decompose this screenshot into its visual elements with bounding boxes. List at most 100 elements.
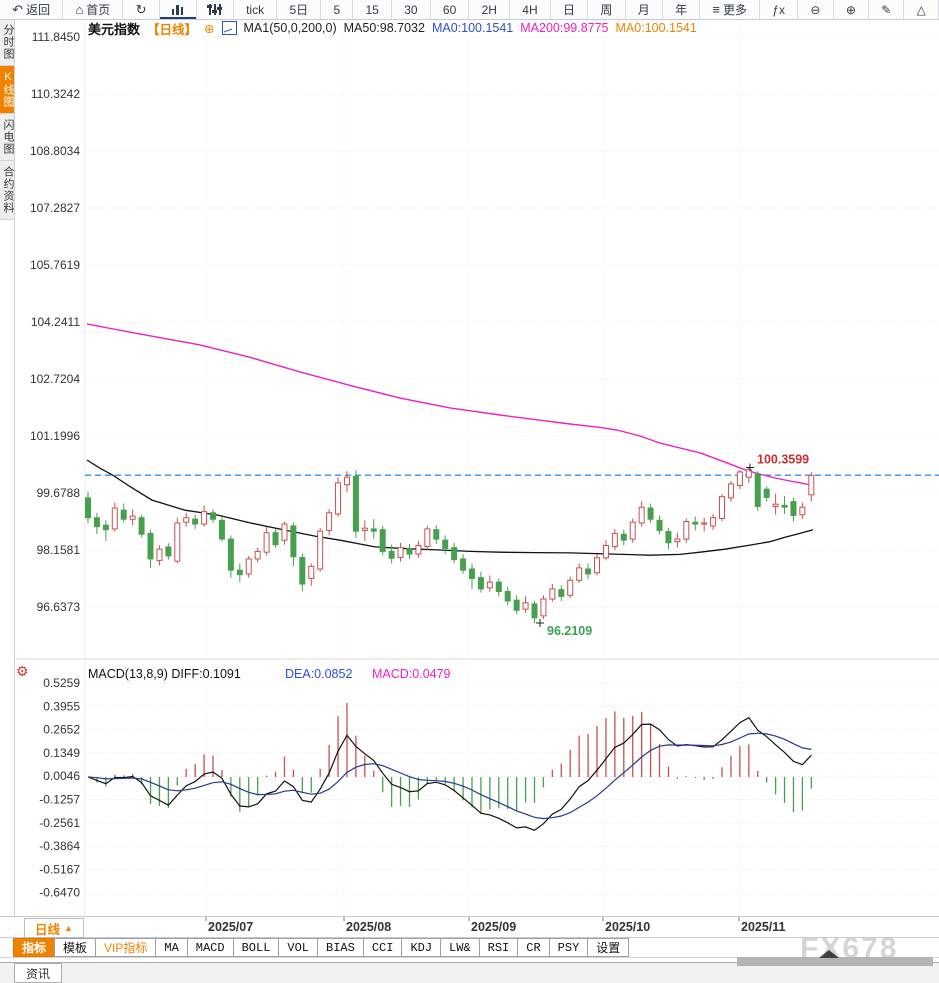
candle-body <box>504 591 511 602</box>
toolbar-daily[interactable]: 日 <box>551 0 589 19</box>
toolbar-hour4[interactable]: 4H <box>510 0 551 19</box>
indicator-RSI[interactable]: RSI <box>478 938 519 957</box>
toolbar-zoom-out[interactable]: ⊖ <box>798 0 834 19</box>
candle-body <box>754 473 761 507</box>
toolbar-min15[interactable]: 15 <box>353 0 393 19</box>
toolbar-formula[interactable]: ƒx <box>760 0 799 19</box>
candle-body <box>629 521 636 540</box>
candle-body <box>201 511 208 525</box>
toolbar-more[interactable]: ≡ 更多 <box>700 0 761 19</box>
extreme-marker <box>536 618 544 627</box>
macd-dea-label: DEA:0.0852 <box>285 667 352 681</box>
horizontal-scrollbar[interactable] <box>737 950 933 966</box>
sidebar-item-tab[interactable]: 闪电图 <box>0 114 14 161</box>
candle-body <box>808 474 815 496</box>
x-axis-label: 2025/11 <box>741 920 786 934</box>
ma-settings-label[interactable]: MA1(50,0,200,0) <box>243 21 337 35</box>
candle-body <box>638 506 645 524</box>
candle-body <box>147 532 154 560</box>
indicator-bar: 指标 模板 VIP指标 MA MACD BOLL VOL BIAS CCI KDJ LW& RSI CR… <box>13 938 630 957</box>
indicator-BOLL[interactable]: BOLL <box>232 938 280 957</box>
price-axis-tick: 99.6788 <box>37 486 81 500</box>
add-compare-icon[interactable]: ⊕ <box>204 21 215 36</box>
toolbar-home-label: 首页 <box>86 3 111 17</box>
toolbar-min30[interactable]: 30 <box>392 0 431 19</box>
price-axis-tick: 111.8450 <box>32 30 81 44</box>
candle-body <box>736 471 743 486</box>
indicator-CCI[interactable]: CCI <box>362 938 403 957</box>
candle-body <box>290 525 297 558</box>
toolbar-5day[interactable]: 5日 <box>277 0 322 19</box>
candle-body <box>326 512 333 531</box>
toolbar-monthly[interactable]: 月 <box>626 0 663 19</box>
macd-axis-tick: -0.2561 <box>39 816 80 830</box>
candle-body <box>370 528 377 532</box>
sliders-icon <box>207 4 223 15</box>
candle-body <box>567 579 574 596</box>
indicator-设置[interactable]: 设置 <box>587 938 630 957</box>
divider-indicator-bottom <box>0 957 939 958</box>
x-axis-label: 2025/09 <box>471 920 516 934</box>
macd-axis-tick: -0.3864 <box>39 839 80 853</box>
toolbar-draw[interactable]: ✎ <box>869 0 905 19</box>
indicator-指标[interactable]: 指标 <box>13 938 56 957</box>
candle-body <box>210 512 217 520</box>
indicator-MA[interactable]: MA <box>155 938 188 957</box>
price-axis-tick: 104.2411 <box>31 315 80 329</box>
candle-body <box>620 533 627 541</box>
sidebar-item-tab[interactable]: 合约资料 <box>0 161 14 220</box>
toolbar-weekly[interactable]: 周 <box>588 0 626 19</box>
news-tab[interactable]: 资讯 <box>14 963 62 983</box>
candle-body <box>460 558 467 571</box>
toolbar-indicator-settings[interactable] <box>197 0 234 19</box>
price-axis-tick: 108.8034 <box>30 144 80 158</box>
indicator-BIAS[interactable]: BIAS <box>317 938 364 957</box>
candle-body <box>442 539 449 549</box>
line-chart-icon[interactable] <box>221 21 237 35</box>
toolbar-shapes[interactable]: △ <box>904 0 939 19</box>
indicator-KDJ[interactable]: KDJ <box>401 938 442 957</box>
gear-icon[interactable]: ⚙ <box>16 663 29 679</box>
period-tag: 【日线】 <box>147 22 198 37</box>
high-annotation: 100.3599 <box>757 452 809 466</box>
toolbar-chart-type[interactable] <box>160 0 197 19</box>
toolbar-hour2[interactable]: 2H <box>469 0 511 19</box>
candle-body <box>576 567 583 581</box>
indicator-MACD[interactable]: MACD <box>186 938 234 957</box>
toolbar-more-label: 更多 <box>723 3 748 17</box>
macd-axis-tick: 0.5259 <box>43 676 80 690</box>
toolbar-back[interactable]: ↶ 返回 <box>0 0 64 19</box>
toolbar-min5[interactable]: 5 <box>321 0 354 19</box>
divider-xaxis-top <box>0 916 939 917</box>
candle-body <box>495 581 502 593</box>
candle-body <box>281 523 288 541</box>
candlestick-chart-icon <box>171 4 184 15</box>
indicator-VIP指标[interactable]: VIP指标 <box>95 938 157 957</box>
toolbar-min60[interactable]: 60 <box>431 0 470 19</box>
toolbar-zoom-in[interactable]: ⊕ <box>834 0 870 19</box>
indicator-CR[interactable]: CR <box>517 938 550 957</box>
sidebar-item-tab[interactable]: 分时图 <box>0 19 14 66</box>
left-sidebar: 分时图 K线图 闪电图 合约资料 <box>0 19 15 916</box>
toolbar-home[interactable]: ⌂ 首页 <box>63 0 124 19</box>
low-annotation: 96.2109 <box>547 624 592 638</box>
ma200-line <box>86 323 814 487</box>
indicator-模板[interactable]: 模板 <box>54 938 97 957</box>
toolbar-refresh[interactable]: ↻ <box>123 0 160 19</box>
candle-body <box>388 550 395 559</box>
indicator-VOL[interactable]: VOL <box>278 938 319 957</box>
indicator-LW&[interactable]: LW& <box>440 938 480 957</box>
sidebar-item-active[interactable]: K线图 <box>0 66 14 114</box>
period-tab-daily[interactable]: 日线 ▲ <box>24 918 84 938</box>
toolbar-draw-label: ✎ <box>881 2 892 17</box>
indicator-PSY[interactable]: PSY <box>548 938 589 957</box>
candle-body <box>397 547 404 558</box>
toolbar-tick[interactable]: tick <box>234 0 278 19</box>
toolbar-yearly[interactable]: 年 <box>663 0 701 19</box>
ma50-value: MA50:98.7032 <box>343 21 425 35</box>
home-icon: ⌂ <box>75 2 84 17</box>
scrollbar-thumb-icon[interactable] <box>819 950 839 958</box>
candle-body <box>227 538 234 571</box>
candle-body <box>138 517 145 535</box>
